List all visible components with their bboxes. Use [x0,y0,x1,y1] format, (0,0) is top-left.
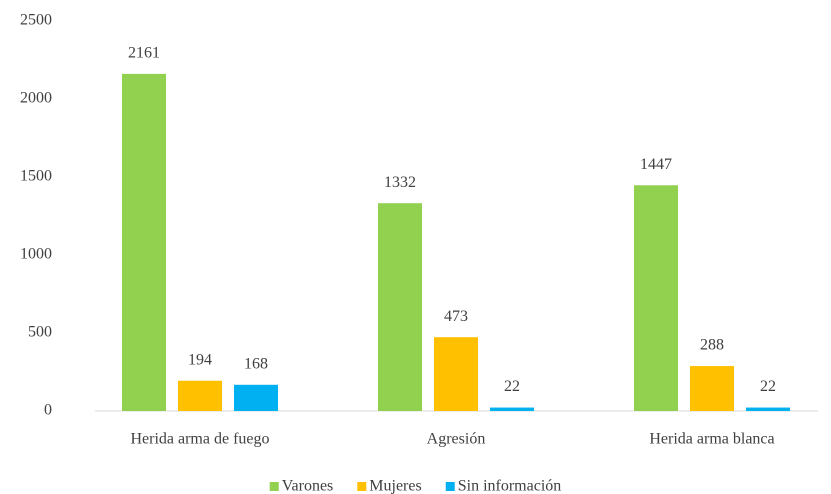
value-label: 168 [244,355,268,372]
legend-label: Mujeres [369,478,421,494]
x-tick-label: Herida arma blanca [649,431,774,448]
value-label: 1447 [640,156,672,173]
legend-swatch [445,482,455,491]
value-label: 473 [444,308,468,325]
legend-swatch [357,482,367,491]
bar [690,366,734,411]
bar [634,185,678,411]
legend-swatch [269,482,279,491]
value-label: 22 [760,378,776,395]
y-tick-label: 500 [28,324,52,341]
y-tick-label: 2000 [20,90,52,107]
bar [434,337,478,411]
bar [234,384,278,411]
value-label: 22 [504,378,520,395]
value-label: 2161 [128,45,160,62]
x-tick-label: Herida arma de fuego [130,431,269,448]
y-tick-label: 0 [44,402,52,419]
value-label: 1332 [384,174,416,191]
bar [490,407,534,411]
bar [122,73,166,411]
value-label: 288 [700,337,724,354]
value-label: 194 [188,351,212,368]
y-tick-label: 1500 [20,168,52,185]
y-tick-label: 2500 [20,12,52,29]
bar [378,203,422,411]
bar [178,380,222,411]
legend-label: Sin información [458,478,562,494]
y-tick-label: 1000 [20,246,52,263]
bar [746,407,790,411]
legend-label: Varones [282,478,334,494]
x-tick-label: Agresión [427,431,486,448]
